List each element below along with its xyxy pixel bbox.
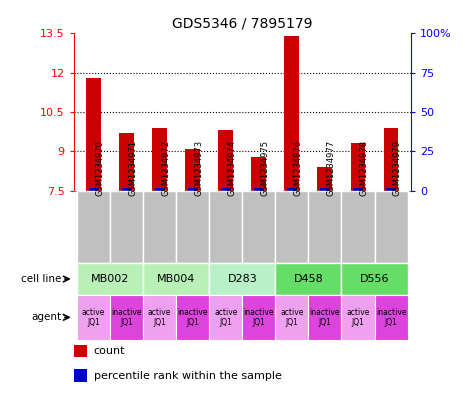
Bar — [254, 188, 264, 191]
Text: MB004: MB004 — [157, 274, 195, 284]
Bar — [77, 295, 110, 340]
Text: active
JQ1: active JQ1 — [214, 308, 238, 327]
Text: active
JQ1: active JQ1 — [346, 308, 370, 327]
Text: GSM1234975: GSM1234975 — [260, 140, 269, 196]
Bar — [155, 188, 164, 191]
Bar — [374, 295, 408, 340]
Text: GSM1234972: GSM1234972 — [161, 140, 170, 196]
Bar — [119, 133, 134, 191]
Bar — [152, 128, 167, 191]
Bar — [188, 188, 198, 191]
Text: GSM1234978: GSM1234978 — [360, 140, 369, 196]
Bar — [77, 263, 143, 295]
Text: D458: D458 — [294, 274, 323, 284]
Bar — [342, 263, 408, 295]
Text: GSM1234973: GSM1234973 — [194, 140, 203, 196]
Bar — [143, 295, 176, 340]
Text: cell line: cell line — [21, 274, 61, 284]
Bar — [251, 156, 266, 191]
Text: D556: D556 — [360, 274, 389, 284]
Bar — [353, 188, 363, 191]
Bar — [209, 295, 242, 340]
Bar — [89, 188, 98, 191]
Bar — [185, 149, 200, 191]
Bar — [276, 191, 308, 263]
Bar — [276, 295, 308, 340]
Bar — [143, 191, 176, 263]
Title: GDS5346 / 7895179: GDS5346 / 7895179 — [172, 17, 313, 31]
Text: D283: D283 — [228, 274, 257, 284]
Text: MB002: MB002 — [91, 274, 129, 284]
Text: inactive
JQ1: inactive JQ1 — [111, 308, 142, 327]
Bar — [386, 188, 396, 191]
Bar — [221, 188, 230, 191]
Bar — [74, 369, 87, 382]
Bar — [276, 263, 342, 295]
Bar — [285, 36, 299, 191]
Text: inactive
JQ1: inactive JQ1 — [310, 308, 340, 327]
Text: GSM1234979: GSM1234979 — [393, 140, 402, 196]
Text: inactive
JQ1: inactive JQ1 — [244, 308, 274, 327]
Text: GSM1234971: GSM1234971 — [128, 140, 137, 196]
Text: count: count — [94, 346, 125, 356]
Bar — [77, 191, 110, 263]
Bar — [374, 191, 408, 263]
Bar — [218, 130, 233, 191]
Bar — [342, 295, 374, 340]
Bar — [351, 143, 365, 191]
Bar — [176, 191, 209, 263]
Bar — [110, 295, 143, 340]
Bar — [242, 295, 276, 340]
Bar — [287, 188, 297, 191]
Bar — [110, 191, 143, 263]
Bar — [308, 191, 342, 263]
Text: active
JQ1: active JQ1 — [148, 308, 171, 327]
Text: percentile rank within the sample: percentile rank within the sample — [94, 371, 282, 381]
Text: GSM1234976: GSM1234976 — [294, 140, 303, 196]
Bar — [143, 263, 209, 295]
Text: active
JQ1: active JQ1 — [280, 308, 304, 327]
Text: inactive
JQ1: inactive JQ1 — [376, 308, 406, 327]
Text: active
JQ1: active JQ1 — [82, 308, 105, 327]
Bar — [342, 191, 374, 263]
Bar — [122, 188, 132, 191]
Bar — [308, 295, 342, 340]
Bar — [384, 128, 399, 191]
Bar — [209, 263, 276, 295]
Bar — [320, 188, 330, 191]
Bar — [209, 191, 242, 263]
Bar — [242, 191, 276, 263]
Text: inactive
JQ1: inactive JQ1 — [177, 308, 208, 327]
Text: agent: agent — [31, 312, 61, 322]
Bar — [176, 295, 209, 340]
Text: GSM1234974: GSM1234974 — [228, 140, 237, 196]
Text: GSM1234977: GSM1234977 — [327, 140, 335, 196]
Bar — [86, 78, 101, 191]
Text: GSM1234970: GSM1234970 — [95, 140, 104, 196]
Bar — [74, 345, 87, 357]
Bar — [317, 167, 332, 191]
